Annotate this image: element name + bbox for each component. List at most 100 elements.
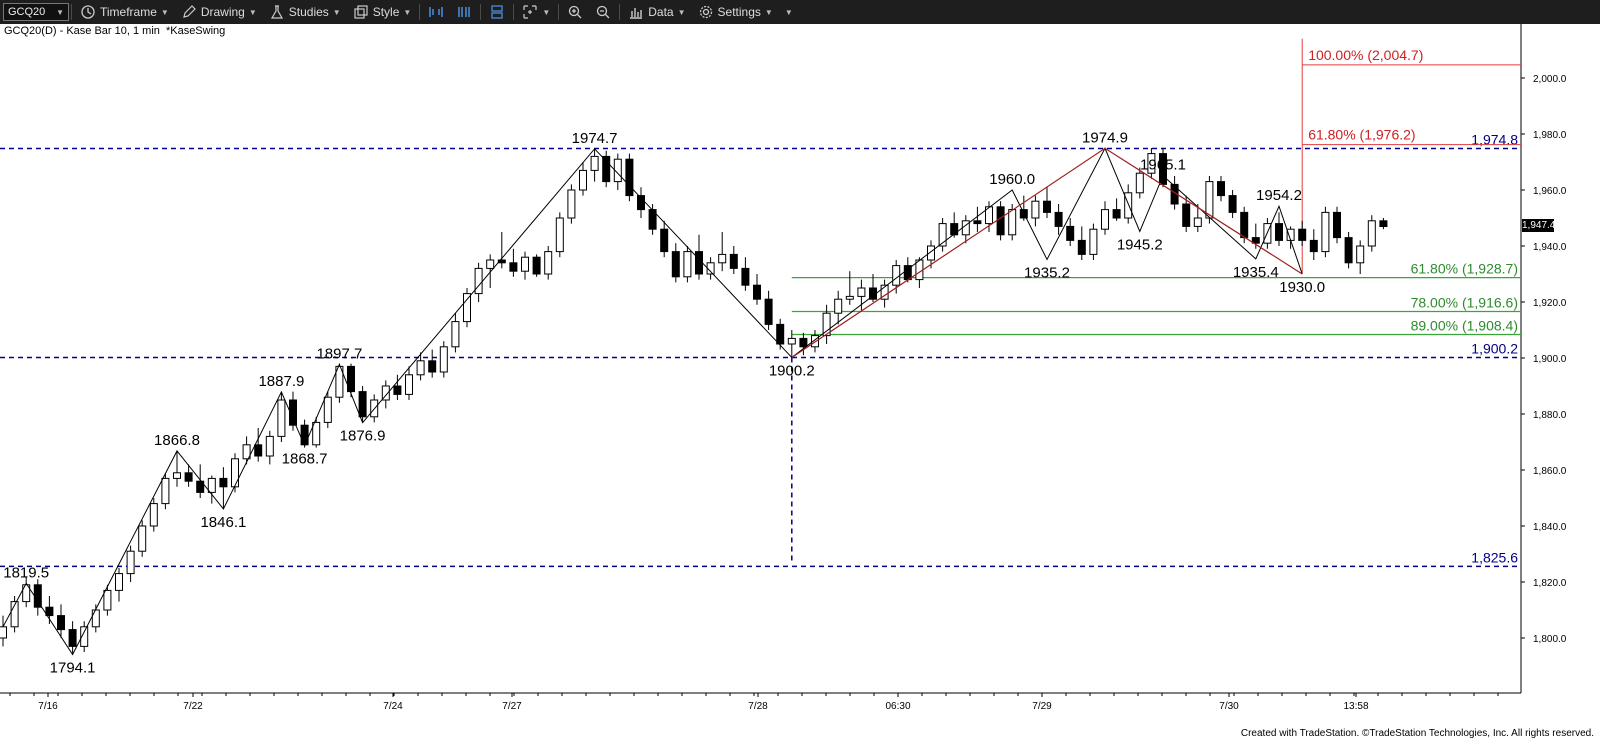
symbol-description: GCQ20(D) - Kase Bar 10, 1 min <box>4 25 160 37</box>
studies-button[interactable]: Studies ▼ <box>263 0 347 24</box>
swing-point-label: 1866.8 <box>154 432 200 449</box>
down-candle <box>289 399 297 426</box>
up-candle <box>718 253 727 264</box>
up-candle <box>927 245 935 261</box>
down-candle <box>1159 153 1167 185</box>
swing-point-label: 1974.9 <box>1082 129 1128 146</box>
chevron-down-icon: ▼ <box>160 7 169 17</box>
down-candle <box>300 424 309 446</box>
down-candle <box>428 360 437 373</box>
crosshair-icon <box>523 5 537 19</box>
down-candle <box>219 477 228 488</box>
up-candle <box>115 573 123 591</box>
bar-chart-icon <box>630 8 643 19</box>
up-candle <box>555 217 564 253</box>
up-candle <box>857 287 866 297</box>
up-candle <box>1124 192 1133 219</box>
up-candle <box>683 251 692 278</box>
up-candle <box>521 256 529 272</box>
down-candle <box>729 253 738 269</box>
timeframe-button[interactable]: Timeframe ▼ <box>74 0 175 24</box>
swing-point-label: 1900.2 <box>769 362 815 379</box>
swing-point-label: 1876.9 <box>340 428 386 445</box>
layout-icon <box>491 5 503 19</box>
down-candle <box>625 158 634 197</box>
drawing-button[interactable]: Drawing ▼ <box>175 0 263 24</box>
more-button[interactable]: ▼ <box>779 0 799 24</box>
pencil-icon <box>183 5 196 18</box>
swing-point-label: 1930.0 <box>1279 279 1325 296</box>
chevron-down-icon: ▼ <box>764 7 773 17</box>
chevron-down-icon: ▼ <box>542 7 551 17</box>
toolbar-divider <box>513 4 515 20</box>
compress-bars-button[interactable] <box>422 0 450 24</box>
chart-toolbar: GCQ20 ▼ Timeframe ▼ Drawing ▼ Studies ▼ … <box>0 0 1600 24</box>
swing-point-label: 1794.1 <box>50 660 96 677</box>
style-button[interactable]: Style ▼ <box>347 0 418 24</box>
fib-projection-label: 100.00% (2,004.7) <box>1308 47 1423 63</box>
down-candle <box>660 228 669 253</box>
toolbar-divider <box>619 4 621 20</box>
up-candle <box>80 626 89 647</box>
up-candle <box>985 206 993 225</box>
level-label: 1,974.8 <box>1471 132 1518 148</box>
down-candle <box>1228 195 1237 213</box>
down-candle <box>1333 211 1341 239</box>
expand-bars-button[interactable] <box>450 0 478 24</box>
up-candle <box>1147 153 1156 174</box>
up-candle <box>161 477 170 505</box>
down-candle <box>1344 237 1353 264</box>
zoom-in-icon <box>569 5 582 19</box>
fib-retracement-label: 89.00% (1,908.4) <box>1411 317 1518 333</box>
swing-point-label: 1819.5 <box>3 564 49 581</box>
chevron-down-icon: ▼ <box>248 7 257 17</box>
up-candle <box>811 335 819 348</box>
y-tick-label: 1,880.0 <box>1533 410 1567 421</box>
up-candle <box>10 601 19 628</box>
down-candle <box>973 220 982 225</box>
down-candle <box>1182 203 1191 227</box>
data-button[interactable]: Data ▼ <box>622 0 691 24</box>
chart-subtitle: GCQ20(D) - Kase Bar 10, 1 min *KaseSwing <box>4 25 228 37</box>
x-tick-label: 7/30 <box>1219 701 1239 712</box>
up-candle <box>1089 228 1098 255</box>
toolbar-divider <box>71 4 72 20</box>
down-candle <box>196 480 205 493</box>
y-tick-label: 1,980.0 <box>1533 130 1567 141</box>
up-candle <box>880 284 889 300</box>
up-candle <box>567 189 576 219</box>
fib-projection-label: 61.80% (1,976.2) <box>1308 127 1415 143</box>
down-candle <box>347 365 355 393</box>
chevron-down-icon: ▼ <box>332 7 341 17</box>
symbol-selector[interactable]: GCQ20 ▼ <box>3 3 69 21</box>
up-candle <box>242 444 251 460</box>
fib-retracement-label: 78.00% (1,916.6) <box>1411 295 1518 311</box>
cursor-button[interactable]: ▼ <box>516 0 556 24</box>
y-tick-label: 1,860.0 <box>1533 466 1567 477</box>
down-candle <box>1217 181 1225 197</box>
layout-button[interactable] <box>483 0 511 24</box>
down-candle <box>671 251 680 278</box>
up-candle <box>892 265 901 286</box>
up-candle <box>149 503 158 527</box>
down-candle <box>1298 228 1307 241</box>
up-candle <box>91 609 100 628</box>
up-candle <box>265 435 274 457</box>
up-candle <box>103 589 112 611</box>
x-tick-label: 7/29 <box>1032 701 1052 712</box>
gear-icon <box>699 5 712 19</box>
up-candle <box>231 458 239 488</box>
settings-label: Settings <box>717 5 761 19</box>
swing-zigzag-line <box>2 147 1303 656</box>
down-candle <box>950 223 959 236</box>
down-candle <box>33 584 42 608</box>
symbol-label: GCQ20 <box>8 6 46 18</box>
swing-point-label: 1965.1 <box>1140 157 1186 174</box>
settings-button[interactable]: Settings ▼ <box>692 0 779 24</box>
down-candle <box>1309 239 1318 253</box>
zoom-out-button[interactable] <box>589 0 617 24</box>
swing-point-label: 1868.7 <box>282 451 328 468</box>
zoom-in-button[interactable] <box>561 0 589 24</box>
x-tick-label: 7/28 <box>748 701 768 712</box>
